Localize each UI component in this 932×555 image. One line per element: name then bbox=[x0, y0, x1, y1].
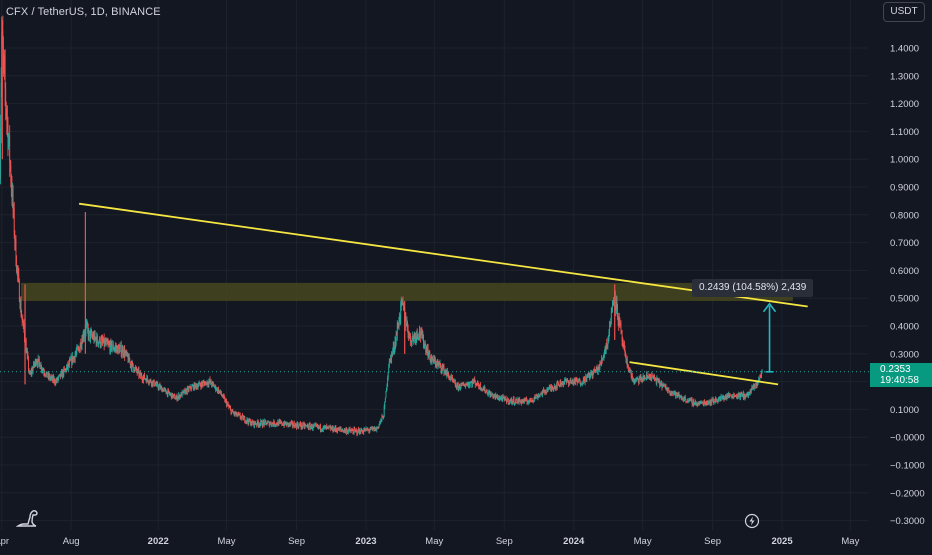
x-tick-label: Aug bbox=[63, 536, 80, 547]
candle-body bbox=[175, 399, 176, 400]
candle-body bbox=[9, 136, 10, 163]
candle-body bbox=[105, 341, 106, 344]
y-tick-label: 1.3000 bbox=[890, 71, 919, 82]
candle-body bbox=[198, 384, 199, 386]
y-tick-label: 0.9000 bbox=[890, 183, 919, 194]
candle-body bbox=[558, 383, 559, 384]
candle-body bbox=[79, 348, 80, 352]
candle-body bbox=[514, 399, 515, 404]
candle-body bbox=[165, 389, 166, 392]
last-price-tag: 0.2353 19:40:58 bbox=[870, 363, 932, 387]
dinosaur-logo-icon[interactable] bbox=[16, 508, 40, 533]
candle-body bbox=[39, 363, 40, 368]
candle-body bbox=[485, 387, 486, 391]
candle-body bbox=[755, 384, 756, 387]
y-tick-label: 0.1000 bbox=[890, 405, 919, 416]
x-tick-label: 2025 bbox=[771, 536, 793, 547]
lightning-replay-icon[interactable] bbox=[744, 513, 760, 534]
candle-body bbox=[28, 359, 29, 369]
candle-body bbox=[619, 319, 620, 324]
candle-body bbox=[762, 371, 763, 372]
candle-body bbox=[147, 377, 148, 380]
chart-title: CFX / TetherUS, 1D, BINANCE bbox=[6, 6, 161, 18]
y-tick-label: 0.5000 bbox=[890, 294, 919, 305]
x-tick-label: Sep bbox=[704, 536, 721, 547]
resistance-zone bbox=[21, 283, 793, 301]
y-tick-label: −0.0000 bbox=[890, 433, 925, 444]
candle-countdown: 19:40:58 bbox=[880, 375, 932, 386]
candle-body bbox=[47, 372, 48, 378]
candle-body bbox=[507, 400, 508, 402]
candle-body bbox=[39, 359, 40, 363]
candle-body bbox=[673, 392, 674, 393]
y-tick-label: −0.1000 bbox=[890, 461, 925, 472]
x-tick-label: 2023 bbox=[355, 536, 376, 547]
candle-body bbox=[548, 390, 549, 392]
candle-body bbox=[385, 398, 386, 402]
candle-body bbox=[243, 418, 244, 420]
candle-body bbox=[21, 316, 22, 318]
candle-body bbox=[545, 391, 546, 392]
candle-body bbox=[24, 323, 25, 331]
candle-body bbox=[383, 417, 384, 418]
candle-body bbox=[628, 366, 629, 371]
x-tick-label: May bbox=[425, 536, 443, 547]
y-tick-label: 1.4000 bbox=[890, 44, 919, 55]
candle-body bbox=[621, 326, 622, 331]
y-tick-label: 0.8000 bbox=[890, 210, 919, 221]
candle-body bbox=[265, 421, 266, 423]
measure-label: 0.2439 (104.58%) 2,439 bbox=[692, 279, 813, 297]
y-tick-label: 0.6000 bbox=[890, 266, 919, 277]
candle-body bbox=[485, 392, 486, 393]
x-tick-label: May bbox=[634, 536, 652, 547]
candle-body bbox=[154, 381, 155, 386]
candle-body bbox=[320, 425, 321, 430]
candle-body bbox=[61, 373, 62, 377]
candle-body bbox=[410, 333, 411, 341]
candle-body bbox=[281, 422, 282, 425]
y-tick-label: −0.2000 bbox=[890, 488, 925, 499]
y-tick-label: 0.7000 bbox=[890, 238, 919, 249]
candle-body bbox=[612, 306, 613, 312]
x-tick-label: Apr bbox=[0, 536, 9, 547]
candle-body bbox=[121, 353, 122, 355]
x-tick-label: Sep bbox=[288, 536, 305, 547]
candle-body bbox=[357, 433, 358, 434]
y-tick-label: 0.3000 bbox=[890, 349, 919, 360]
y-tick-label: 0.4000 bbox=[890, 322, 919, 333]
x-tick-label: Sep bbox=[496, 536, 513, 547]
currency-button[interactable]: USDT bbox=[883, 2, 925, 22]
candle-body bbox=[73, 357, 74, 361]
x-tick-label: May bbox=[218, 536, 236, 547]
x-tick-label: 2024 bbox=[563, 536, 585, 547]
x-tick-label: 2022 bbox=[148, 536, 169, 547]
candle-body bbox=[396, 334, 397, 344]
candle-body bbox=[158, 386, 159, 388]
last-price-value: 0.2353 bbox=[880, 364, 932, 375]
candle-body bbox=[508, 398, 509, 403]
candle-body bbox=[133, 364, 134, 368]
y-tick-label: −0.3000 bbox=[890, 516, 925, 527]
candle-body bbox=[758, 383, 759, 384]
candle-body bbox=[144, 375, 145, 379]
candle-body bbox=[97, 336, 98, 342]
candle-body bbox=[515, 400, 516, 402]
y-tick-label: 1.0000 bbox=[890, 155, 919, 166]
y-tick-label: 1.1000 bbox=[890, 127, 919, 138]
candle-body bbox=[101, 339, 102, 345]
y-tick-label: 1.2000 bbox=[890, 99, 919, 110]
candle-body bbox=[470, 383, 471, 386]
candle-body bbox=[271, 423, 272, 425]
candle-body bbox=[132, 362, 133, 363]
candle-body bbox=[341, 429, 342, 430]
candle-body bbox=[730, 395, 731, 396]
x-tick-label: May bbox=[841, 536, 859, 547]
